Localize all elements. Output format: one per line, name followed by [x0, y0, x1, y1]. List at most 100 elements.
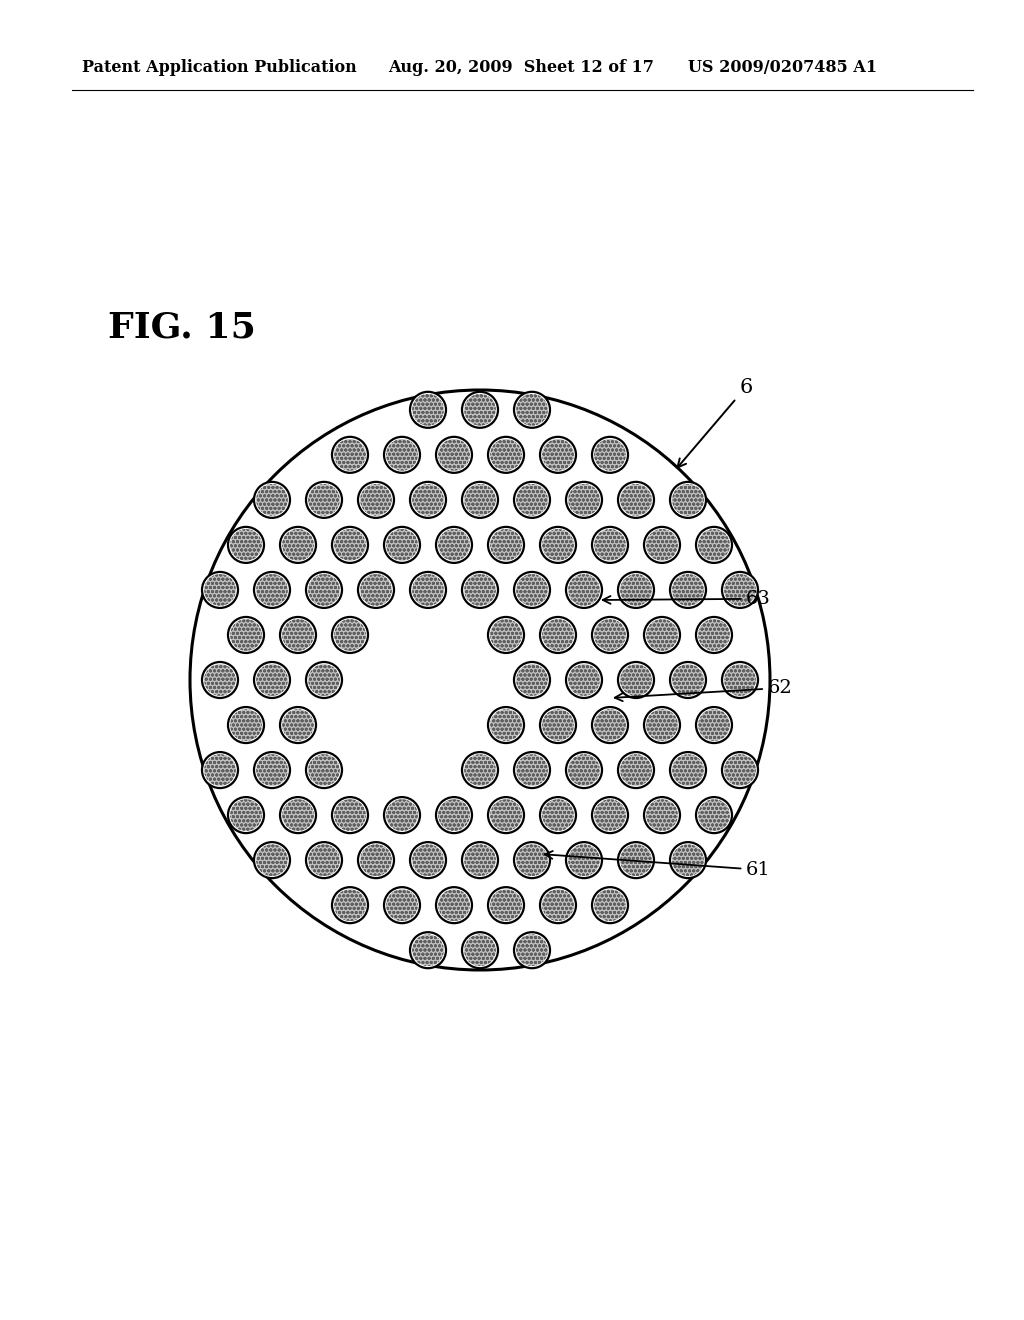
Circle shape — [618, 842, 654, 878]
Circle shape — [280, 527, 316, 562]
Circle shape — [621, 754, 652, 785]
Circle shape — [670, 752, 706, 788]
Circle shape — [280, 616, 316, 653]
Circle shape — [283, 529, 313, 561]
Circle shape — [283, 709, 313, 741]
Circle shape — [332, 797, 368, 833]
Circle shape — [516, 845, 548, 876]
Circle shape — [698, 619, 730, 651]
Circle shape — [332, 887, 368, 923]
Circle shape — [386, 890, 418, 921]
Circle shape — [514, 392, 550, 428]
Circle shape — [696, 797, 732, 833]
Circle shape — [672, 664, 703, 696]
Circle shape — [204, 574, 236, 606]
Circle shape — [646, 619, 678, 651]
Circle shape — [490, 890, 522, 921]
Circle shape — [592, 887, 628, 923]
Circle shape — [621, 845, 652, 876]
Circle shape — [308, 484, 340, 516]
Circle shape — [464, 484, 496, 516]
Circle shape — [542, 529, 573, 561]
Circle shape — [228, 527, 264, 562]
Circle shape — [698, 709, 730, 741]
Circle shape — [384, 797, 420, 833]
Circle shape — [644, 708, 680, 743]
Circle shape — [542, 440, 573, 471]
Circle shape — [722, 572, 758, 609]
Circle shape — [621, 484, 652, 516]
Circle shape — [360, 845, 392, 876]
Circle shape — [670, 842, 706, 878]
Circle shape — [540, 887, 575, 923]
Circle shape — [488, 527, 524, 562]
Circle shape — [566, 663, 602, 698]
Circle shape — [462, 842, 498, 878]
Circle shape — [672, 845, 703, 876]
Circle shape — [540, 527, 575, 562]
Circle shape — [202, 572, 238, 609]
Circle shape — [540, 797, 575, 833]
Circle shape — [646, 799, 678, 830]
Circle shape — [464, 393, 496, 425]
Circle shape — [436, 797, 472, 833]
Circle shape — [488, 708, 524, 743]
Circle shape — [568, 484, 600, 516]
Circle shape — [514, 482, 550, 517]
Circle shape — [514, 663, 550, 698]
Circle shape — [438, 440, 470, 471]
Circle shape — [592, 797, 628, 833]
Circle shape — [386, 799, 418, 830]
Circle shape — [621, 574, 652, 606]
Text: FIG. 15: FIG. 15 — [108, 310, 256, 345]
Circle shape — [230, 709, 262, 741]
Circle shape — [618, 572, 654, 609]
Circle shape — [592, 708, 628, 743]
Circle shape — [724, 754, 756, 785]
Circle shape — [254, 752, 290, 788]
Circle shape — [594, 619, 626, 651]
Circle shape — [412, 393, 443, 425]
Circle shape — [488, 887, 524, 923]
Circle shape — [724, 574, 756, 606]
Circle shape — [516, 664, 548, 696]
Circle shape — [464, 845, 496, 876]
Circle shape — [568, 754, 600, 785]
Circle shape — [436, 437, 472, 473]
Circle shape — [566, 752, 602, 788]
Circle shape — [644, 797, 680, 833]
Circle shape — [568, 664, 600, 696]
Circle shape — [646, 529, 678, 561]
Circle shape — [308, 664, 340, 696]
Circle shape — [488, 616, 524, 653]
Circle shape — [488, 437, 524, 473]
Circle shape — [618, 752, 654, 788]
Circle shape — [722, 752, 758, 788]
Circle shape — [516, 484, 548, 516]
Circle shape — [254, 572, 290, 609]
Circle shape — [516, 754, 548, 785]
Circle shape — [698, 529, 730, 561]
Circle shape — [542, 890, 573, 921]
Circle shape — [358, 842, 394, 878]
Circle shape — [256, 845, 288, 876]
Circle shape — [308, 754, 340, 785]
Circle shape — [566, 572, 602, 609]
Circle shape — [566, 842, 602, 878]
Circle shape — [334, 890, 366, 921]
Circle shape — [412, 574, 443, 606]
Circle shape — [360, 484, 392, 516]
Circle shape — [490, 529, 522, 561]
Circle shape — [228, 708, 264, 743]
Circle shape — [204, 664, 236, 696]
Circle shape — [618, 663, 654, 698]
Circle shape — [462, 482, 498, 517]
Circle shape — [256, 754, 288, 785]
Circle shape — [256, 574, 288, 606]
Circle shape — [384, 887, 420, 923]
Circle shape — [412, 484, 443, 516]
Circle shape — [722, 663, 758, 698]
Circle shape — [438, 890, 470, 921]
Circle shape — [488, 797, 524, 833]
Circle shape — [514, 752, 550, 788]
